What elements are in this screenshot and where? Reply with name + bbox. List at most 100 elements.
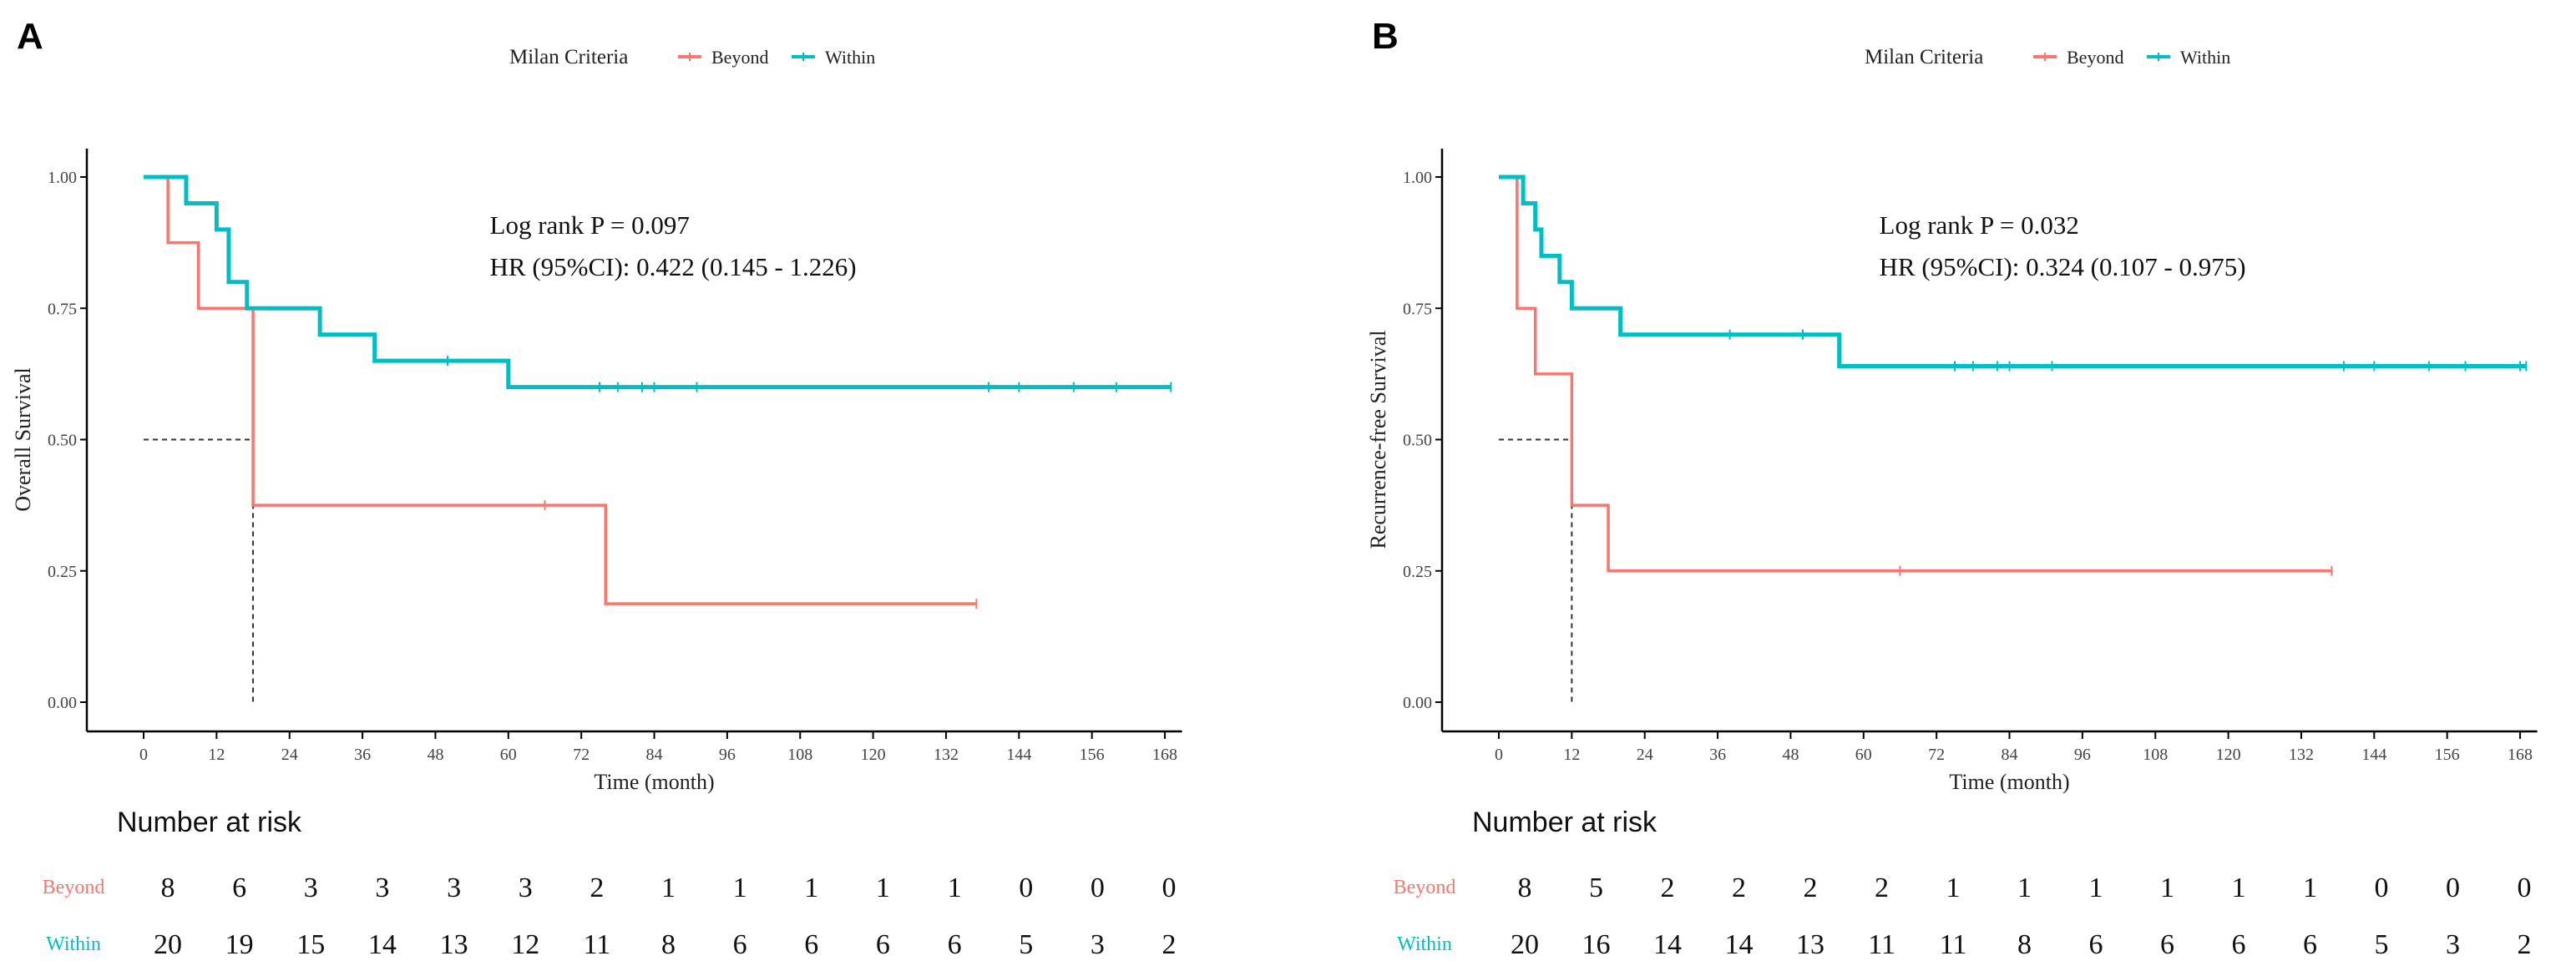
x-tick-label: 48 xyxy=(1782,746,1799,764)
risk-value: 3 xyxy=(2446,929,2460,960)
risk-value: 8 xyxy=(1518,872,1532,903)
stat-annotation: Log rank P = 0.097 xyxy=(490,210,690,240)
y-tick-label: 1.00 xyxy=(1403,169,1432,187)
risk-value: 1 xyxy=(2089,872,2103,903)
x-tick-label: 48 xyxy=(427,746,443,764)
stat-annotation: HR (95%CI): 0.324 (0.107 - 0.975) xyxy=(1880,252,2246,281)
x-tick-label: 36 xyxy=(1709,746,1726,764)
risk-row-label-within: Within xyxy=(46,933,101,955)
y-tick-label: 1.00 xyxy=(48,169,77,187)
risk-value: 0 xyxy=(1162,872,1177,903)
x-tick-label: 132 xyxy=(934,746,959,764)
risk-value: 13 xyxy=(440,929,468,960)
x-tick-label: 36 xyxy=(354,746,371,764)
x-tick-label: 0 xyxy=(1495,746,1503,764)
risk-value: 8 xyxy=(661,929,676,960)
panel-b: B Milan Criteria Beyond Within 0.00 0.25 0.50 0… xyxy=(1366,16,2538,960)
y-tick-label: 0.25 xyxy=(48,563,77,581)
series-within xyxy=(144,174,1172,392)
panel-label: A xyxy=(17,16,43,57)
risk-value: 1 xyxy=(733,872,747,903)
risk-value: 6 xyxy=(232,872,246,903)
x-tick-label: 0 xyxy=(139,746,148,764)
risk-value: 8 xyxy=(161,872,175,903)
risk-value: 12 xyxy=(511,929,539,960)
risk-value: 3 xyxy=(519,872,533,903)
legend-title: Milan Criteria xyxy=(1865,46,1983,68)
risk-value: 0 xyxy=(1019,872,1033,903)
risk-value: 6 xyxy=(2303,929,2317,960)
legend-title: Milan Criteria xyxy=(509,46,628,68)
x-tick-label: 120 xyxy=(2216,746,2241,764)
risk-value: 3 xyxy=(447,872,461,903)
x-tick-label: 156 xyxy=(1080,746,1105,764)
x-tick-label: 144 xyxy=(1006,746,1031,764)
legend-label-beyond: Beyond xyxy=(2067,47,2123,68)
risk-value: 1 xyxy=(948,872,962,903)
risk-value: 11 xyxy=(583,929,610,960)
stat-annotation: Log rank P = 0.032 xyxy=(1880,210,2079,240)
legend: Milan Criteria Beyond Within xyxy=(509,46,875,68)
x-tick-label: 60 xyxy=(1855,746,1872,764)
x-tick-label: 24 xyxy=(1637,746,1653,764)
x-axis-label: Time (month) xyxy=(594,770,714,794)
x-tick-label: 168 xyxy=(2508,746,2533,764)
x-tick-label: 84 xyxy=(646,746,663,764)
risk-value: 2 xyxy=(1875,872,1889,903)
y-tick-label: 0.50 xyxy=(1403,432,1432,450)
risk-value: 2 xyxy=(1661,872,1675,903)
risk-value: 5 xyxy=(2375,929,2389,960)
risk-value: 1 xyxy=(1946,872,1961,903)
legend-label-beyond: Beyond xyxy=(711,47,768,68)
x-tick-label: 108 xyxy=(787,746,812,764)
risk-value: 5 xyxy=(1589,872,1603,903)
risk-value: 6 xyxy=(733,929,747,960)
risk-value: 5 xyxy=(1019,929,1033,960)
risk-value: 2 xyxy=(1732,872,1746,903)
risk-value: 2 xyxy=(590,872,604,903)
risk-value: 0 xyxy=(2446,872,2460,903)
risk-value: 20 xyxy=(154,929,182,960)
risk-value: 2 xyxy=(2518,929,2532,960)
x-axis-label: Time (month) xyxy=(1949,770,2069,794)
risk-value: 2 xyxy=(1804,872,1818,903)
x-tick-label: 120 xyxy=(861,746,886,764)
risk-value: 3 xyxy=(1091,929,1105,960)
x-tick-label: 72 xyxy=(573,746,590,764)
legend: Milan Criteria Beyond Within xyxy=(1865,46,2230,68)
risk-value: 19 xyxy=(225,929,254,960)
legend-label-within: Within xyxy=(825,47,875,68)
x-tick-label: 24 xyxy=(281,746,298,764)
x-tick-label: 96 xyxy=(719,746,736,764)
stat-annotation: HR (95%CI): 0.422 (0.145 - 1.226) xyxy=(490,252,857,281)
risk-value: 6 xyxy=(2232,929,2246,960)
risk-row-label-beyond: Beyond xyxy=(1394,877,1456,898)
x-tick-label: 108 xyxy=(2143,746,2168,764)
risk-value: 1 xyxy=(2303,872,2317,903)
risk-value: 3 xyxy=(304,872,318,903)
risk-value: 0 xyxy=(2518,872,2532,903)
risk-value: 0 xyxy=(2375,872,2389,903)
y-axis-label: Recurrence-free Survival xyxy=(1366,330,1390,549)
risk-value: 6 xyxy=(2089,929,2103,960)
x-tick-label: 144 xyxy=(2361,746,2386,764)
risk-table-title: Number at risk xyxy=(117,807,302,838)
x-tick-label: 156 xyxy=(2435,746,2460,764)
risk-value: 1 xyxy=(804,872,818,903)
y-tick-label: 0.75 xyxy=(48,300,77,318)
x-tick-label: 96 xyxy=(2074,746,2091,764)
risk-table-title: Number at risk xyxy=(1472,807,1657,838)
legend-label-within: Within xyxy=(2180,47,2230,68)
risk-row-label-within: Within xyxy=(1397,933,1452,955)
risk-value: 1 xyxy=(661,872,676,903)
x-tick-label: 132 xyxy=(2289,746,2314,764)
panel-a: A Milan Criteria Beyond Within 0.00 0.25 0.50 0… xyxy=(11,16,1182,960)
x-tick-label: 72 xyxy=(1928,746,1945,764)
risk-value: 14 xyxy=(1653,929,1682,960)
risk-value: 14 xyxy=(1725,929,1754,960)
y-tick-label: 0.00 xyxy=(1403,694,1432,712)
risk-value: 6 xyxy=(876,929,890,960)
risk-value: 1 xyxy=(2017,872,2032,903)
